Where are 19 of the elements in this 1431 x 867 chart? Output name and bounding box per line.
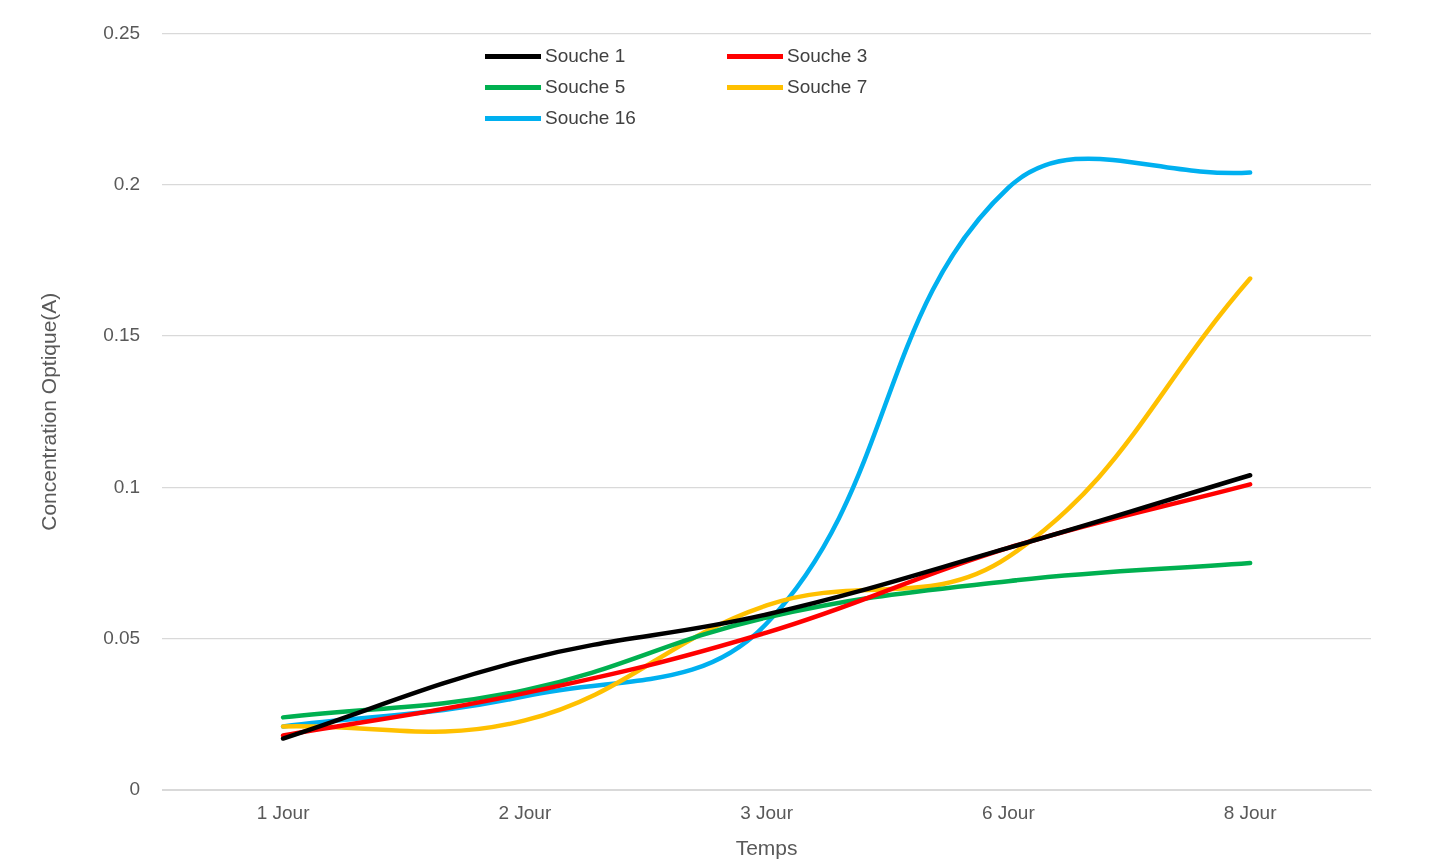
x-tick-label: 6 Jour <box>981 801 1036 823</box>
legend-label: Souche 3 <box>787 45 868 67</box>
x-axis-title: Temps <box>735 836 798 860</box>
y-tick-label: 0.05 <box>103 626 141 648</box>
legend-label: Souche 1 <box>545 45 626 67</box>
y-tick-label: 0.2 <box>113 172 141 194</box>
x-tick-label: 1 Jour <box>256 801 311 823</box>
x-tick-label: 8 Jour <box>1223 801 1278 823</box>
y-axis-title: Concentration Optique(A) <box>37 292 61 531</box>
y-tick-label: 0.25 <box>103 21 141 43</box>
x-tick-label: 3 Jour <box>740 801 794 823</box>
legend-label: Souche 5 <box>545 76 626 98</box>
y-tick-label: 0.15 <box>103 324 141 346</box>
y-tick-label: 0.1 <box>113 475 141 497</box>
line-series <box>280 560 1253 720</box>
y-tick-label: 0 <box>129 778 141 800</box>
legend-label: Souche 7 <box>787 76 868 98</box>
legend-label: Souche 16 <box>545 107 636 129</box>
x-tick-label: 2 Jour <box>498 801 552 823</box>
